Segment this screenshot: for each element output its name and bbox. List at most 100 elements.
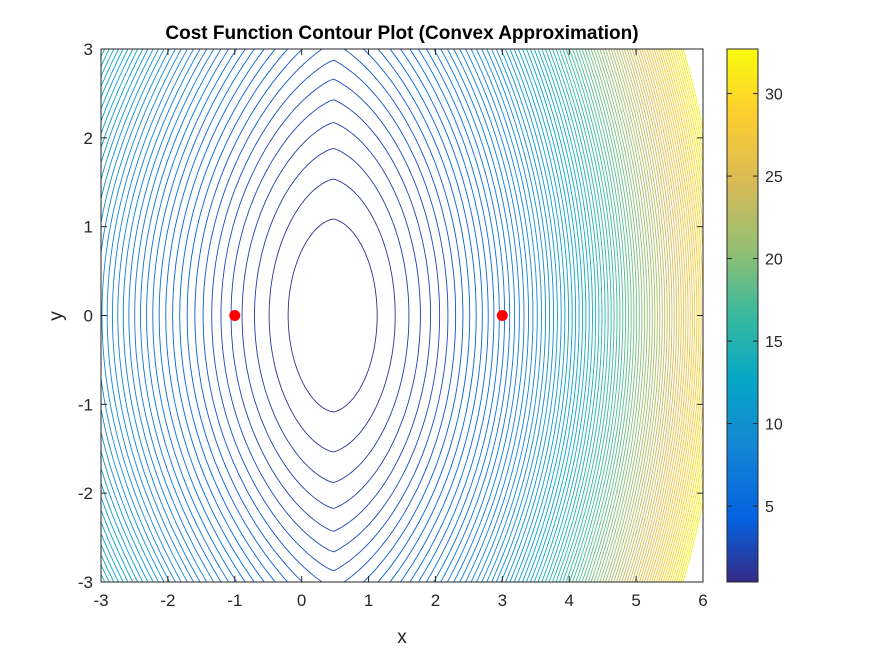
contour-line: [158, 49, 495, 582]
y-tick-label: 1: [84, 218, 93, 237]
contour-line: [140, 49, 511, 582]
contour-line: [623, 49, 668, 582]
contour-line: [568, 49, 618, 582]
contour-line: [613, 49, 658, 582]
contour-line: [101, 49, 577, 582]
contour-line: [101, 49, 580, 582]
contour-line: [607, 49, 653, 582]
contour-line: [615, 49, 661, 582]
data-point: [229, 310, 241, 321]
contour-line: [111, 49, 534, 582]
x-tick-label: -3: [93, 591, 108, 610]
contour-line: [254, 147, 410, 484]
contour-line: [128, 49, 520, 582]
contour-line: [653, 49, 696, 582]
contour-line: [667, 49, 703, 582]
contour-line: [558, 49, 609, 582]
colorbar-tick-label: 10: [765, 417, 783, 434]
contour-line: [230, 99, 431, 532]
contour-line: [629, 49, 673, 582]
data-point: [496, 310, 508, 321]
contour-line: [651, 49, 693, 582]
contour-line: [671, 49, 703, 582]
contour-line: [596, 49, 643, 582]
x-tick-label: -2: [160, 591, 175, 610]
contour-line: [669, 49, 703, 582]
y-tick-label: -3: [78, 573, 93, 592]
y-tick-label: 2: [84, 129, 93, 148]
contour-line: [660, 49, 702, 582]
contour-line: [618, 49, 663, 582]
plot-area: [101, 49, 703, 582]
contour-line: [101, 49, 590, 582]
contour-line: [101, 49, 587, 582]
contour-line: [682, 49, 703, 582]
y-axis-ticks: -3 -2 -1 0 1 2 3: [78, 40, 703, 592]
contour-line: [565, 49, 615, 582]
contour-line: [581, 49, 629, 582]
y-tick-label: -1: [78, 395, 93, 414]
contour-line: [548, 49, 600, 582]
x-tick-label: 6: [698, 591, 707, 610]
contour-line: [106, 49, 538, 582]
contour-line: [172, 49, 483, 582]
contour-line: [101, 49, 542, 582]
chart-title: Cost Function Contour Plot (Convex Appro…: [165, 23, 638, 44]
contour-line: [211, 59, 449, 572]
data-points: [229, 310, 508, 321]
contour-line: [101, 49, 566, 582]
contour-line: [179, 49, 477, 582]
contour-line: [220, 78, 441, 553]
contour-line: [544, 49, 597, 582]
contour-line: [202, 49, 457, 582]
contour-line: [584, 49, 632, 582]
contour-line: [186, 49, 471, 582]
contour-line: [287, 218, 378, 413]
contour-line: [590, 49, 638, 582]
colorbar-tick-label: 15: [765, 334, 783, 351]
contour-line: [101, 49, 593, 582]
contour-line: [631, 49, 675, 582]
contour-line: [636, 49, 680, 582]
colorbar-tick-label: 5: [765, 499, 774, 516]
contour-line: [194, 49, 464, 582]
colorbar-tick-label: 20: [765, 252, 783, 269]
contour-line: [122, 49, 525, 582]
contour-line: [101, 49, 554, 582]
y-tick-label: 3: [84, 40, 93, 59]
colorbar-tick-label: 25: [765, 169, 783, 186]
x-axis-ticks: -3 -2 -1 0 1 2 3 4 5 6: [93, 49, 708, 610]
contour-line: [101, 49, 573, 582]
contour-line: [593, 49, 640, 582]
contour-line: [621, 49, 666, 582]
contour-line: [146, 49, 506, 582]
contour-line: [101, 49, 551, 582]
contour-line: [268, 178, 396, 453]
contour-line: [644, 49, 687, 582]
contour-line: [676, 49, 703, 582]
contour-line: [639, 49, 682, 582]
contour-line: [587, 49, 635, 582]
contour-line: [602, 49, 648, 582]
colorbar: [726, 48, 759, 583]
contour-line: [641, 49, 685, 582]
contour-line: [662, 49, 703, 582]
y-tick-label: 0: [84, 307, 93, 326]
x-tick-label: 2: [431, 591, 440, 610]
x-axis-label: x: [397, 627, 407, 648]
contour-line: [241, 122, 421, 509]
contour-line: [572, 49, 621, 582]
contour-line: [552, 49, 603, 582]
x-tick-label: 3: [498, 591, 507, 610]
contour-line: [648, 49, 691, 582]
contour-line: [610, 49, 656, 582]
x-tick-label: 4: [564, 591, 573, 610]
contour-line: [655, 49, 698, 582]
colorbar-ticks: 5 10 15 20 25 30: [727, 87, 783, 516]
contour-line: [680, 49, 703, 582]
colorbar-tick-label: 30: [765, 87, 783, 104]
contour-line: [117, 49, 529, 582]
contour-line: [646, 49, 689, 582]
contour-line: [101, 49, 569, 582]
contour-line: [605, 49, 651, 582]
